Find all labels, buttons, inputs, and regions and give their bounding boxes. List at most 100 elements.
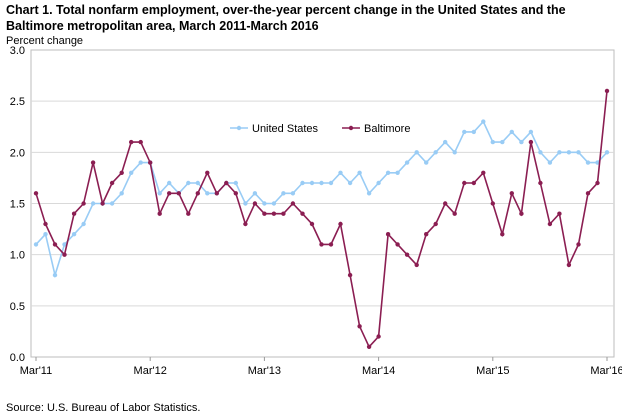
data-point	[233, 180, 238, 186]
data-point	[176, 191, 181, 196]
data-point	[357, 170, 362, 175]
data-point	[138, 139, 143, 145]
data-point	[414, 262, 419, 268]
data-point	[62, 242, 67, 247]
data-point	[195, 180, 200, 186]
chart-title-line2: Baltimore metropolitan area, March 2011-…	[6, 19, 319, 33]
data-point	[452, 150, 457, 155]
data-point	[214, 191, 219, 196]
data-point	[481, 170, 486, 175]
data-point	[109, 180, 115, 186]
data-point	[443, 201, 448, 206]
data-point	[233, 191, 238, 196]
y-tick-label: 1.0	[10, 250, 25, 262]
data-point	[585, 191, 591, 196]
data-point	[252, 201, 258, 206]
data-point	[376, 180, 381, 186]
data-point	[509, 191, 514, 196]
data-point	[300, 180, 305, 186]
data-point	[205, 170, 210, 175]
data-point	[433, 221, 438, 227]
data-point	[338, 221, 343, 227]
data-point	[52, 242, 58, 247]
data-point	[71, 232, 77, 237]
data-point	[195, 191, 200, 196]
data-point	[119, 170, 124, 175]
data-point	[357, 324, 362, 329]
series-line-baltimore	[35, 90, 608, 349]
data-point	[90, 201, 96, 206]
data-point	[347, 272, 353, 278]
data-point	[157, 191, 162, 196]
data-point	[519, 211, 524, 216]
data-point	[243, 221, 248, 227]
data-point	[500, 232, 505, 237]
data-point	[309, 221, 315, 227]
data-point	[490, 139, 495, 145]
data-point	[366, 191, 372, 196]
data-point	[167, 191, 172, 196]
data-point	[62, 252, 67, 257]
data-point	[129, 139, 134, 145]
x-tick-label: Mar'16	[590, 365, 622, 377]
data-point	[595, 160, 600, 165]
data-point	[81, 221, 86, 227]
data-point	[395, 242, 400, 247]
data-point	[157, 211, 162, 216]
data-point	[71, 211, 77, 216]
data-point	[490, 201, 495, 206]
data-point	[281, 211, 286, 216]
data-point	[338, 170, 343, 175]
series-baltimore	[33, 88, 610, 349]
data-point	[538, 150, 543, 155]
data-point	[347, 180, 353, 186]
data-point	[138, 160, 143, 165]
data-point	[481, 119, 486, 124]
data-point	[33, 242, 39, 247]
data-point	[595, 180, 600, 186]
data-point	[547, 221, 553, 227]
chart-title-line1: Chart 1. Total nonfarm employment, over-…	[6, 3, 566, 17]
data-point	[557, 150, 562, 155]
data-point	[424, 232, 429, 237]
data-point	[271, 211, 277, 216]
y-tick-label: 2.0	[10, 147, 25, 159]
data-point	[319, 180, 324, 186]
data-point	[547, 160, 553, 165]
data-point	[119, 191, 124, 196]
data-point	[462, 129, 467, 135]
data-point	[52, 272, 58, 278]
gridlines	[31, 100, 614, 307]
data-point	[290, 201, 296, 206]
data-point	[167, 180, 172, 186]
data-point	[404, 252, 410, 257]
data-point	[205, 191, 210, 196]
data-point	[328, 180, 334, 186]
data-point	[43, 232, 48, 237]
data-point	[500, 139, 505, 145]
data-point	[433, 150, 438, 155]
data-point	[528, 129, 534, 135]
y-axis-label: Percent change	[6, 35, 83, 47]
data-point	[576, 150, 581, 155]
data-point	[33, 191, 39, 196]
data-point	[43, 221, 48, 227]
data-point	[557, 211, 562, 216]
data-point	[604, 150, 610, 155]
data-point	[129, 170, 134, 175]
legend: United States Baltimore	[230, 123, 410, 135]
data-point	[252, 191, 258, 196]
data-point	[319, 242, 324, 247]
data-point	[243, 201, 248, 206]
data-point	[281, 191, 286, 196]
data-point	[576, 242, 581, 247]
y-tick-label: 0.5	[10, 301, 25, 313]
data-point	[566, 262, 572, 268]
data-point	[509, 129, 514, 135]
series-lines	[33, 88, 610, 349]
legend-marker-baltimore	[348, 125, 354, 131]
chart-title: Chart 1. Total nonfarm employment, over-…	[6, 2, 616, 34]
data-point	[309, 180, 315, 186]
source-note: Source: U.S. Bureau of Labor Statistics.	[6, 402, 201, 414]
